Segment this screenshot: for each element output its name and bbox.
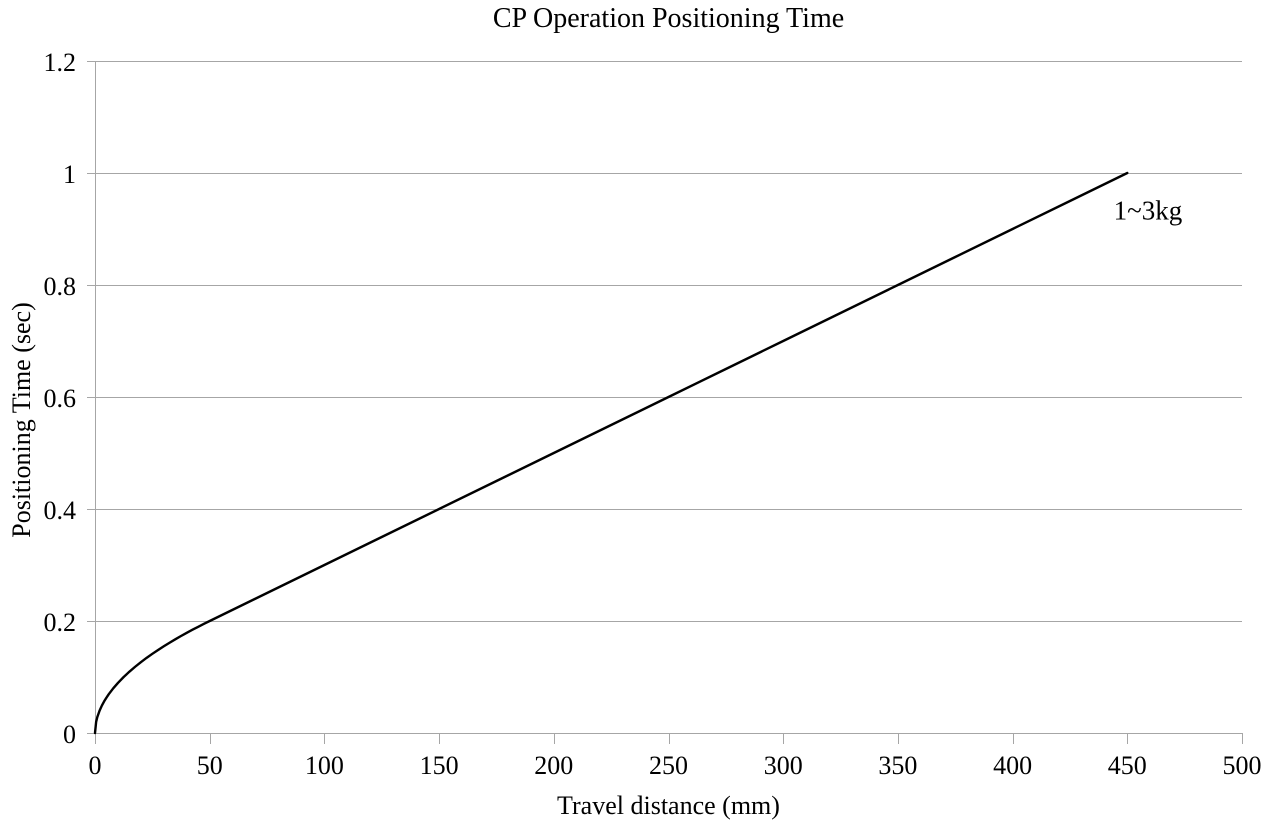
x-tick-label-250: 250 bbox=[649, 751, 688, 780]
x-tick-label-150: 150 bbox=[419, 751, 459, 780]
y-tick-label-0.6: 0.6 bbox=[43, 384, 77, 413]
x-tick-label-450: 450 bbox=[1107, 751, 1147, 780]
x-tick-label-0: 0 bbox=[88, 751, 102, 780]
y-tick-label-1.2: 1.2 bbox=[43, 48, 77, 77]
series-annotation-label: 1~3kg bbox=[1113, 195, 1183, 226]
x-tick-label-500: 500 bbox=[1222, 751, 1261, 780]
x-tick-label-200: 200 bbox=[534, 751, 574, 780]
x-tick-label-50: 50 bbox=[196, 751, 223, 780]
x-tick-label-400: 400 bbox=[993, 751, 1033, 780]
x-tick-label-100: 100 bbox=[304, 751, 344, 780]
y-tick-label-1: 1 bbox=[63, 160, 76, 189]
y-tick-label-0.8: 0.8 bbox=[43, 272, 77, 301]
x-tick-label-300: 300 bbox=[763, 751, 803, 780]
series-line-1~3kg bbox=[93, 171, 1129, 735]
y-axis-title: Positioning Time (sec) bbox=[7, 302, 36, 538]
y-tick-label-0: 0 bbox=[63, 720, 76, 749]
x-axis-title: Travel distance (mm) bbox=[557, 791, 780, 820]
y-tick-label-0.4: 0.4 bbox=[43, 496, 77, 525]
x-tick-label-350: 350 bbox=[878, 751, 918, 780]
chart-title: CP Operation Positioning Time bbox=[492, 3, 845, 34]
y-tick-label-0.2: 0.2 bbox=[43, 608, 77, 637]
